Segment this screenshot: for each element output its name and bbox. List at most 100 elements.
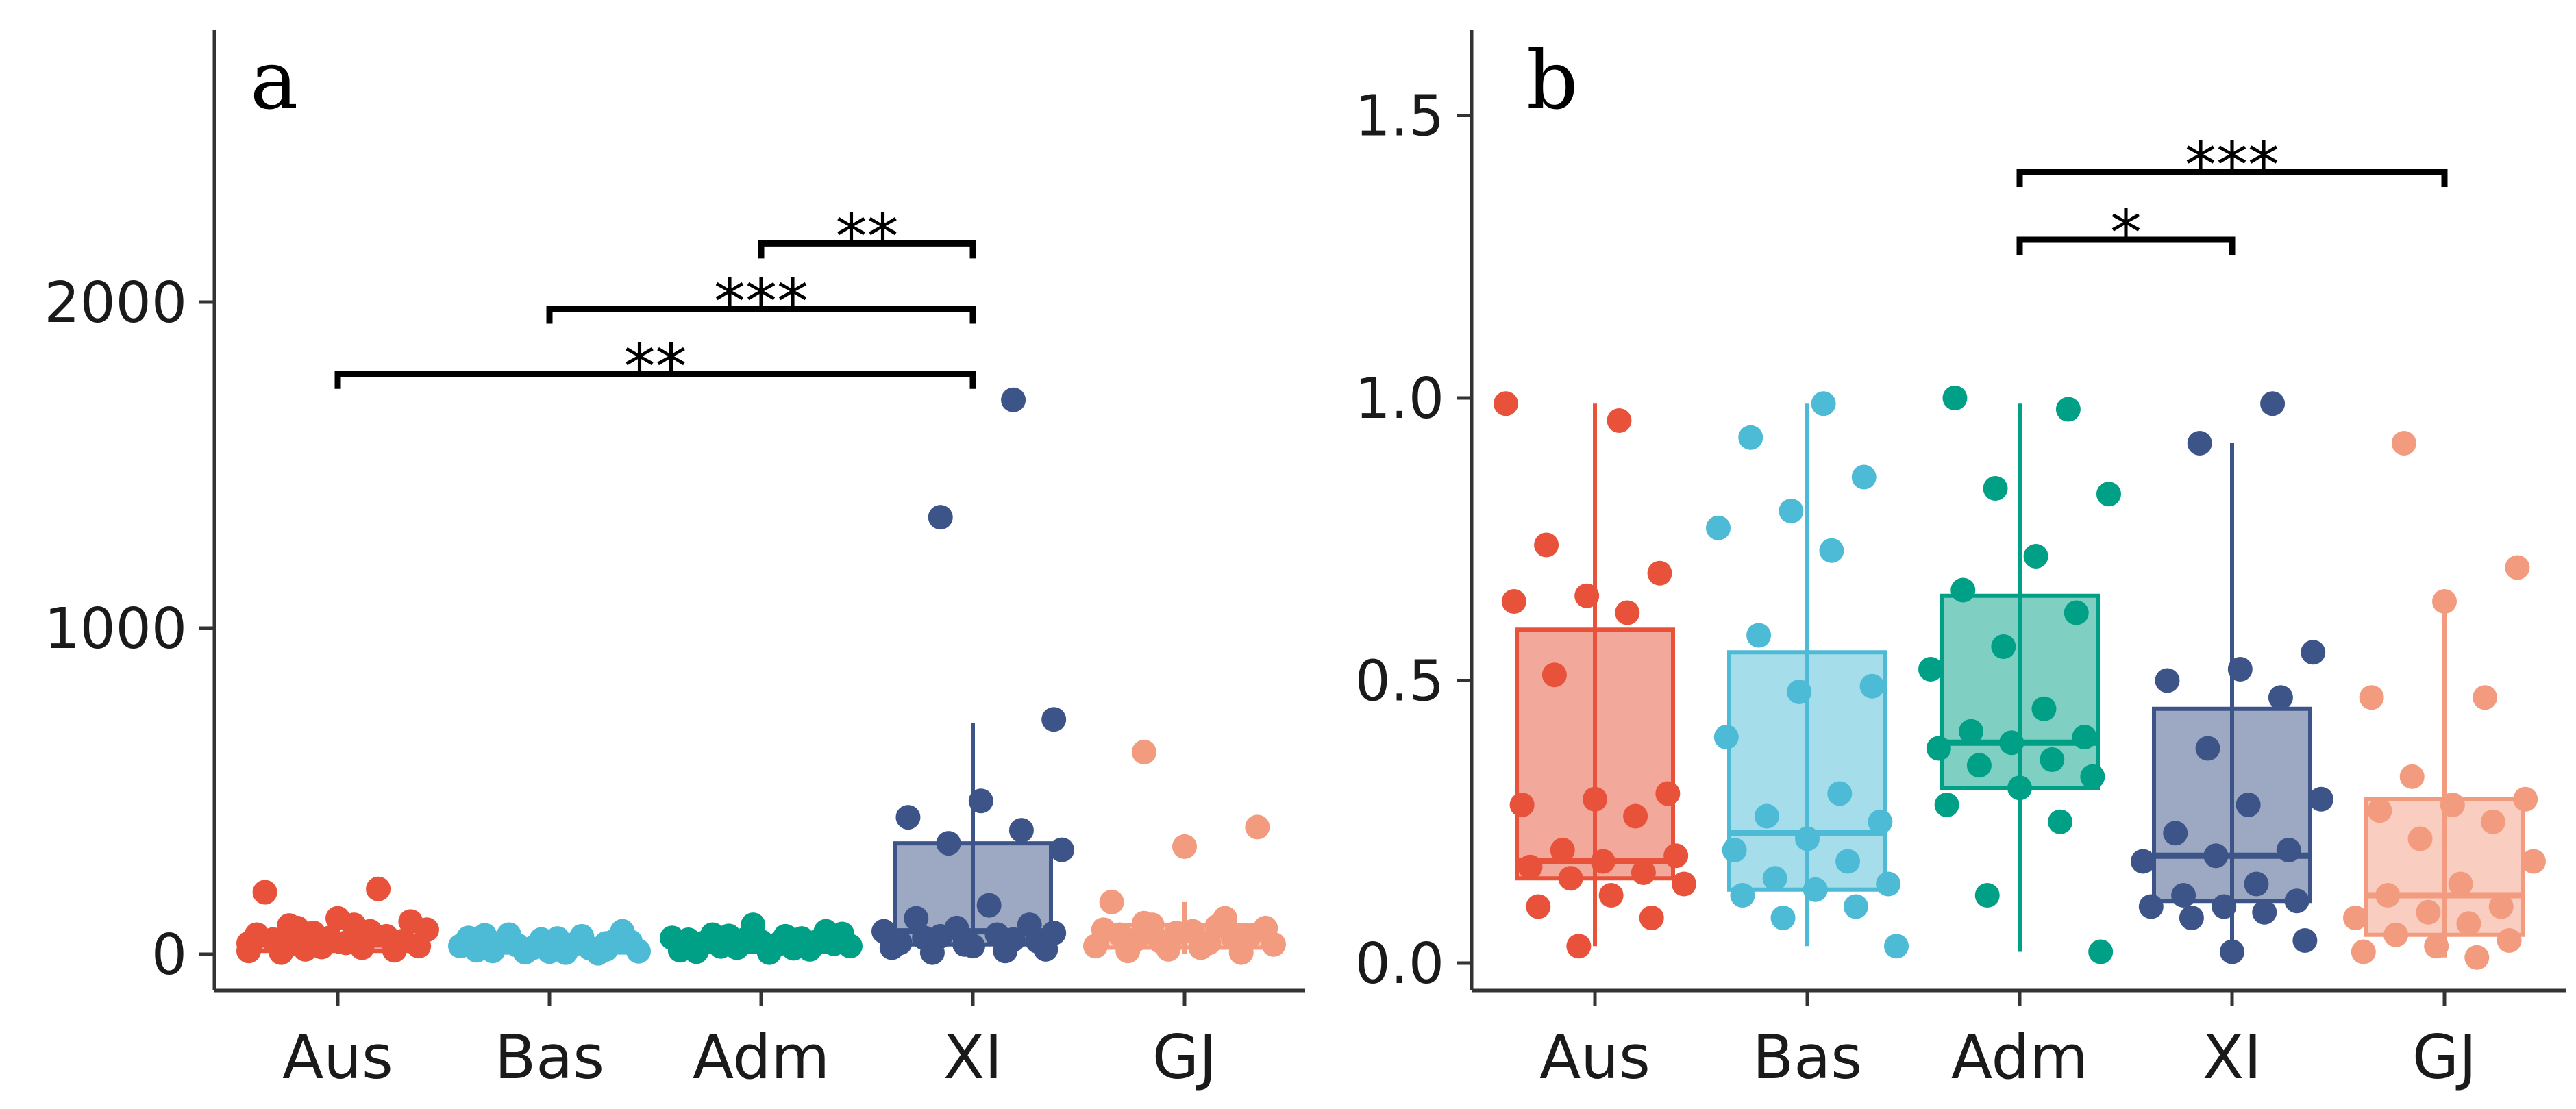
significance-bracket [2016,169,2448,187]
data-point [1501,589,1526,614]
x-tick-label: Bas [495,1022,604,1093]
data-point [2284,888,2309,914]
data-point [2227,657,2253,682]
data-point [830,921,855,947]
data-point [1859,673,1885,699]
x-tick-label: Aus [282,1022,393,1093]
data-point [1868,809,1893,834]
data-point [2195,736,2220,761]
data-point [1001,387,1026,412]
data-point [1819,538,1844,563]
data-point [1746,623,1772,648]
y-tick-label: 2000 [44,271,187,336]
data-point [2155,668,2180,693]
y-tick-label: 1000 [44,597,187,662]
data-point [1639,906,1664,930]
y-tick-label: 0 [151,923,187,988]
data-point [2096,482,2121,507]
data-point [2131,849,2155,874]
data-point [1999,730,2024,756]
data-point [236,931,261,956]
panel-a-label: a [250,33,298,127]
data-point [1918,657,1943,682]
data-point [1876,871,1901,897]
data-point [2456,911,2481,936]
data-point [1237,923,1262,949]
data-point [887,930,913,956]
data-point [2416,899,2441,925]
data-point [1835,849,1861,874]
data-point [1655,781,1681,806]
data-point [1590,849,1615,874]
data-point [1738,425,1763,450]
data-point [1843,894,1868,919]
data-point [2375,883,2401,908]
data-point [2301,640,2326,665]
data-point [2521,849,2546,874]
data-point [1672,871,1696,897]
data-point [928,505,953,530]
data-point [789,926,815,951]
data-point [1647,560,1672,586]
data-point [2309,786,2333,812]
data-point [2163,821,2188,846]
data-point [1706,515,1731,540]
data-point [1983,476,2008,501]
data-point [936,831,961,856]
data-point [716,923,741,949]
data-point [1663,843,1689,869]
data-point [2088,939,2114,964]
data-point [2407,826,2433,851]
x-tick-label: Adm [1951,1022,2088,1093]
data-point [269,940,294,965]
significance-label: * [2110,197,2142,270]
data-point [1204,914,1230,939]
data-point [1754,803,1779,829]
data-point [1164,921,1189,946]
data-point [414,917,439,943]
data-point [626,938,651,964]
data-point [1926,736,1951,761]
x-tick-label: GJ [1152,1022,1217,1093]
data-point [1762,866,1787,891]
data-point [1245,814,1270,840]
x-tick-label: XI [2203,1022,2262,1093]
data-point [2399,764,2425,789]
data-point [1558,866,1583,891]
data-point [928,923,953,949]
data-point [2220,939,2244,964]
data-point [976,893,1002,918]
data-point [2343,906,2368,930]
panel-b-label: b [1526,33,1578,127]
data-point [1494,391,1518,416]
data-point [2072,725,2097,749]
data-point [2260,391,2286,416]
data-point [2268,685,2293,710]
data-point [1803,877,1828,902]
data-point [1722,838,1747,862]
data-point [2252,899,2277,925]
y-tick-label: 0.5 [1355,649,1444,714]
data-point [1713,725,1739,749]
data-point [2367,798,2392,823]
data-point [895,805,921,830]
data-point [1779,499,1804,523]
significance-label: ** [836,200,899,273]
data-point [1041,921,1067,946]
data-point [1770,906,1796,930]
data-point [1041,707,1067,732]
data-point [1001,927,1026,952]
data-point [1534,532,1559,558]
significance-label: ** [624,331,687,404]
x-tick-label: Aus [1539,1022,1650,1093]
data-point [2187,431,2212,456]
data-point [1934,793,1959,817]
data-point [968,788,993,814]
data-point [2179,906,2204,930]
data-point [1730,883,1755,908]
data-point [1131,910,1156,936]
box-body [1515,627,1675,881]
x-tick-label: GJ [2412,1022,2477,1093]
